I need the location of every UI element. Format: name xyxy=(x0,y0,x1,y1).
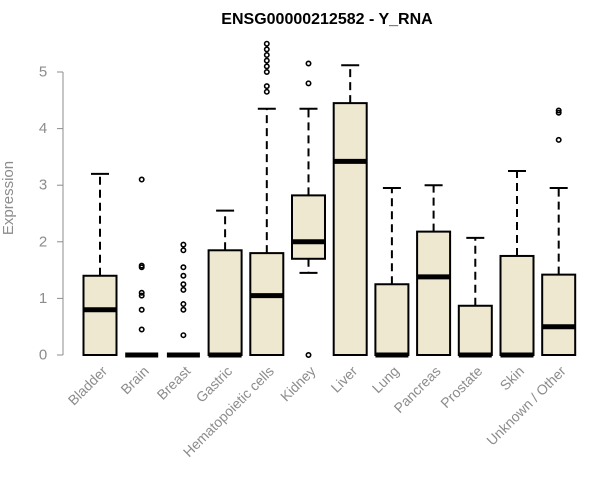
outlier-point xyxy=(138,262,145,269)
box-iqr xyxy=(207,249,243,356)
y-tick-label: 1 xyxy=(39,290,47,307)
box-group xyxy=(332,64,368,356)
box-iqr xyxy=(374,283,410,356)
box-group xyxy=(499,170,535,358)
outlier-point xyxy=(180,306,187,313)
box-iqr xyxy=(291,194,326,260)
outlier-point xyxy=(305,80,312,87)
box-group xyxy=(291,60,326,358)
y-tick-label: 3 xyxy=(39,177,47,194)
outlier-point xyxy=(263,88,270,95)
outlier-point xyxy=(555,109,562,116)
y-tick-label: 0 xyxy=(39,347,47,364)
y-tick-label: 4 xyxy=(39,120,47,137)
x-tick-label: Bladder xyxy=(65,363,111,409)
y-axis-label: Expression xyxy=(0,161,17,235)
box-group xyxy=(82,172,118,357)
y-tick-label: 2 xyxy=(39,233,47,250)
box-group xyxy=(249,40,285,356)
outlier-point xyxy=(263,69,270,76)
box-group xyxy=(125,176,159,358)
outlier-point xyxy=(555,136,562,143)
box-iqr xyxy=(416,230,452,356)
outlier-point xyxy=(180,272,187,279)
box-group xyxy=(416,184,452,356)
box-iqr xyxy=(82,274,118,357)
outlier-point xyxy=(180,247,187,254)
box-group xyxy=(374,187,410,358)
outlier-point xyxy=(555,107,562,114)
outlier-point xyxy=(263,52,270,59)
x-tick-label: Brain xyxy=(117,363,151,397)
outlier-point xyxy=(138,176,145,183)
chart-title: ENSG00000212582 - Y_RNA xyxy=(221,11,433,28)
outlier-point xyxy=(180,281,187,288)
box-iqr xyxy=(332,102,368,356)
outlier-point xyxy=(180,332,187,339)
x-tick-label: Lung xyxy=(369,363,402,396)
x-tick-label: Liver xyxy=(328,363,361,396)
boxes-layer xyxy=(82,40,577,358)
outlier-point xyxy=(138,306,145,313)
box-iqr xyxy=(249,252,285,356)
x-tick-label: Skin xyxy=(497,363,528,394)
outlier-point xyxy=(305,60,312,67)
x-tick-label: Unknown / Other xyxy=(483,363,569,449)
outlier-point xyxy=(180,241,187,248)
box-group xyxy=(166,241,200,358)
y-tick-label: 5 xyxy=(39,64,47,81)
box-group xyxy=(207,209,243,358)
outlier-point xyxy=(138,289,145,296)
outlier-point xyxy=(263,57,270,64)
outlier-point xyxy=(263,46,270,53)
x-tick-label: Prostate xyxy=(437,363,485,411)
outlier-point xyxy=(305,351,312,358)
x-tick-label: Kidney xyxy=(277,363,319,405)
outlier-point xyxy=(180,264,187,271)
outlier-point xyxy=(180,301,187,308)
outlier-point xyxy=(180,286,187,293)
outlier-point xyxy=(263,83,270,90)
y-axis: 0 1 2 3 4 5 xyxy=(39,64,64,364)
outlier-point xyxy=(138,292,145,299)
box-iqr xyxy=(457,304,493,356)
outlier-point xyxy=(138,326,145,333)
x-tick-label: Breast xyxy=(154,363,194,403)
box-group xyxy=(457,236,493,358)
box-group xyxy=(541,107,577,356)
outlier-point xyxy=(263,63,270,70)
box-iqr xyxy=(541,273,577,356)
outlier-point xyxy=(263,40,270,47)
box-iqr xyxy=(499,254,535,356)
